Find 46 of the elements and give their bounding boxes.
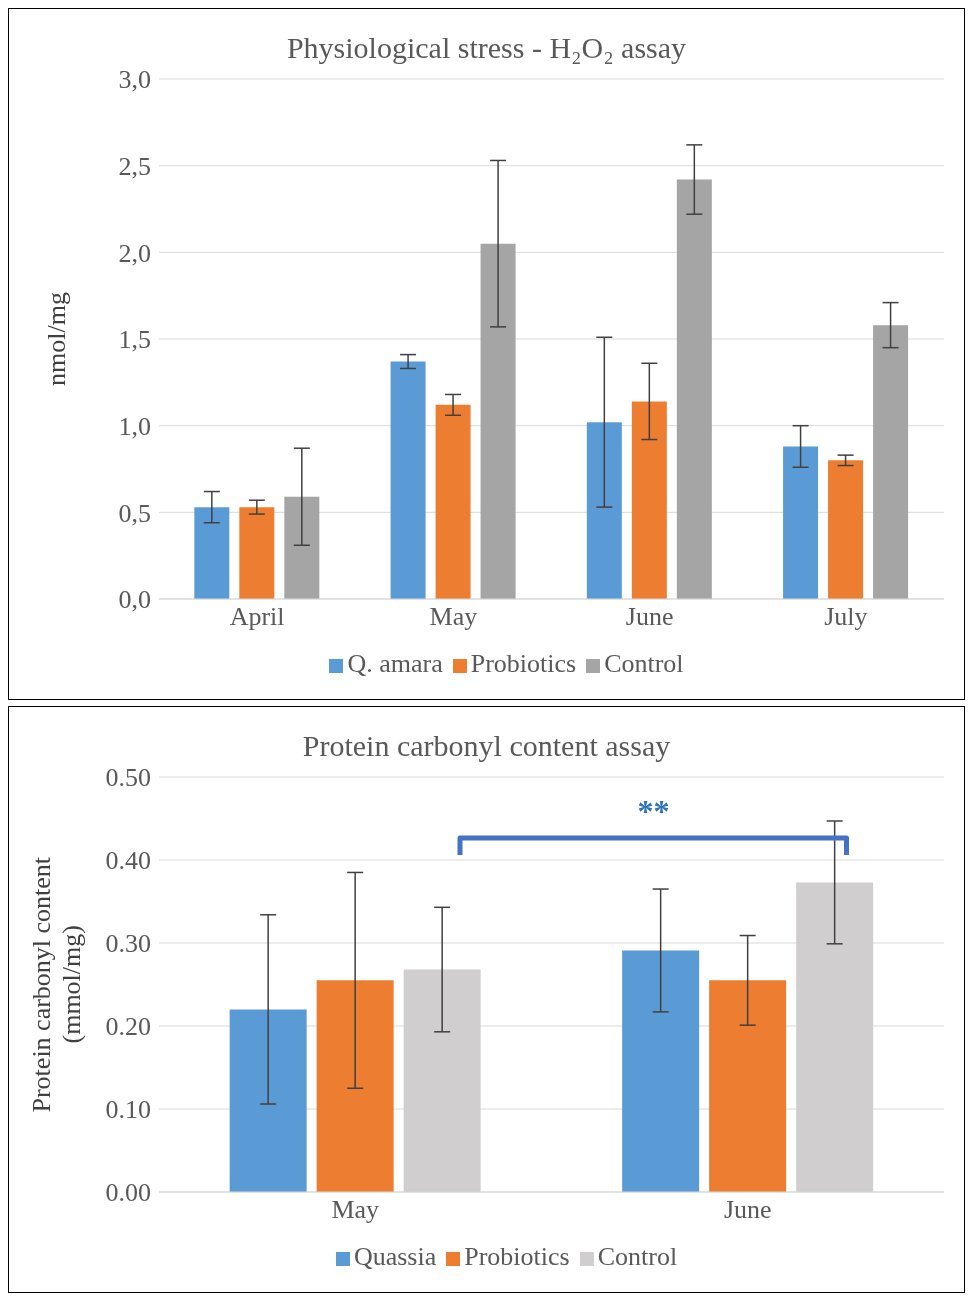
- chart-title: Physiological stress - H₂O₂ assay: [285, 31, 688, 65]
- bar: [622, 950, 700, 1192]
- y-tick-label: 0.20: [105, 1012, 151, 1042]
- x-tick-label: May: [429, 602, 478, 632]
- x-tick-label: June: [625, 602, 674, 632]
- bar: [229, 1009, 307, 1192]
- bar: [586, 422, 622, 599]
- y-tick-label: 1,5: [118, 325, 151, 355]
- y-tick-label: 0.10: [105, 1095, 151, 1125]
- legend-label: Q. amara: [347, 649, 443, 678]
- legend-label: Probiotics: [464, 1242, 570, 1271]
- x-tick-label: May: [331, 1195, 380, 1225]
- bar: [480, 243, 516, 599]
- bar: [631, 401, 667, 599]
- x-tick-label: July: [824, 602, 868, 632]
- bar: [709, 980, 787, 1192]
- y-axis-title: Protein carbonyl content (mmol/mg): [27, 855, 87, 1115]
- legend-label: Probiotics: [470, 649, 577, 678]
- chart-title: Protein carbonyl content assay: [301, 729, 672, 763]
- bar: [828, 460, 864, 599]
- legend-label: Quassia: [353, 1242, 437, 1271]
- bar: [284, 496, 320, 599]
- y-tick-label: 0.50: [105, 763, 151, 793]
- x-tick-label: April: [229, 602, 285, 632]
- y-axis-title: nmol/mg: [42, 292, 72, 386]
- y-tick-label: 2,5: [118, 151, 151, 181]
- y-tick-label: 0,0: [118, 585, 151, 615]
- annotation: **: [636, 793, 671, 831]
- bar: [873, 325, 909, 599]
- y-tick-label: 1,0: [118, 411, 151, 441]
- y-tick-label: 0.00: [105, 1178, 151, 1208]
- legend-label: Control: [597, 1242, 678, 1271]
- y-tick-label: 2,0: [118, 238, 151, 268]
- y-tick-label: 0,5: [118, 498, 151, 528]
- x-tick-label: June: [723, 1195, 772, 1225]
- bar: [316, 980, 394, 1192]
- bar: [239, 507, 275, 599]
- bar: [435, 404, 471, 599]
- y-tick-label: 3,0: [118, 65, 151, 95]
- bar: [390, 361, 426, 599]
- y-tick-label: 0.30: [105, 929, 151, 959]
- bar: [194, 507, 230, 599]
- legend-label: Control: [604, 649, 684, 678]
- bar: [783, 446, 819, 599]
- bar: [676, 179, 712, 599]
- y-tick-label: 0.40: [105, 846, 151, 876]
